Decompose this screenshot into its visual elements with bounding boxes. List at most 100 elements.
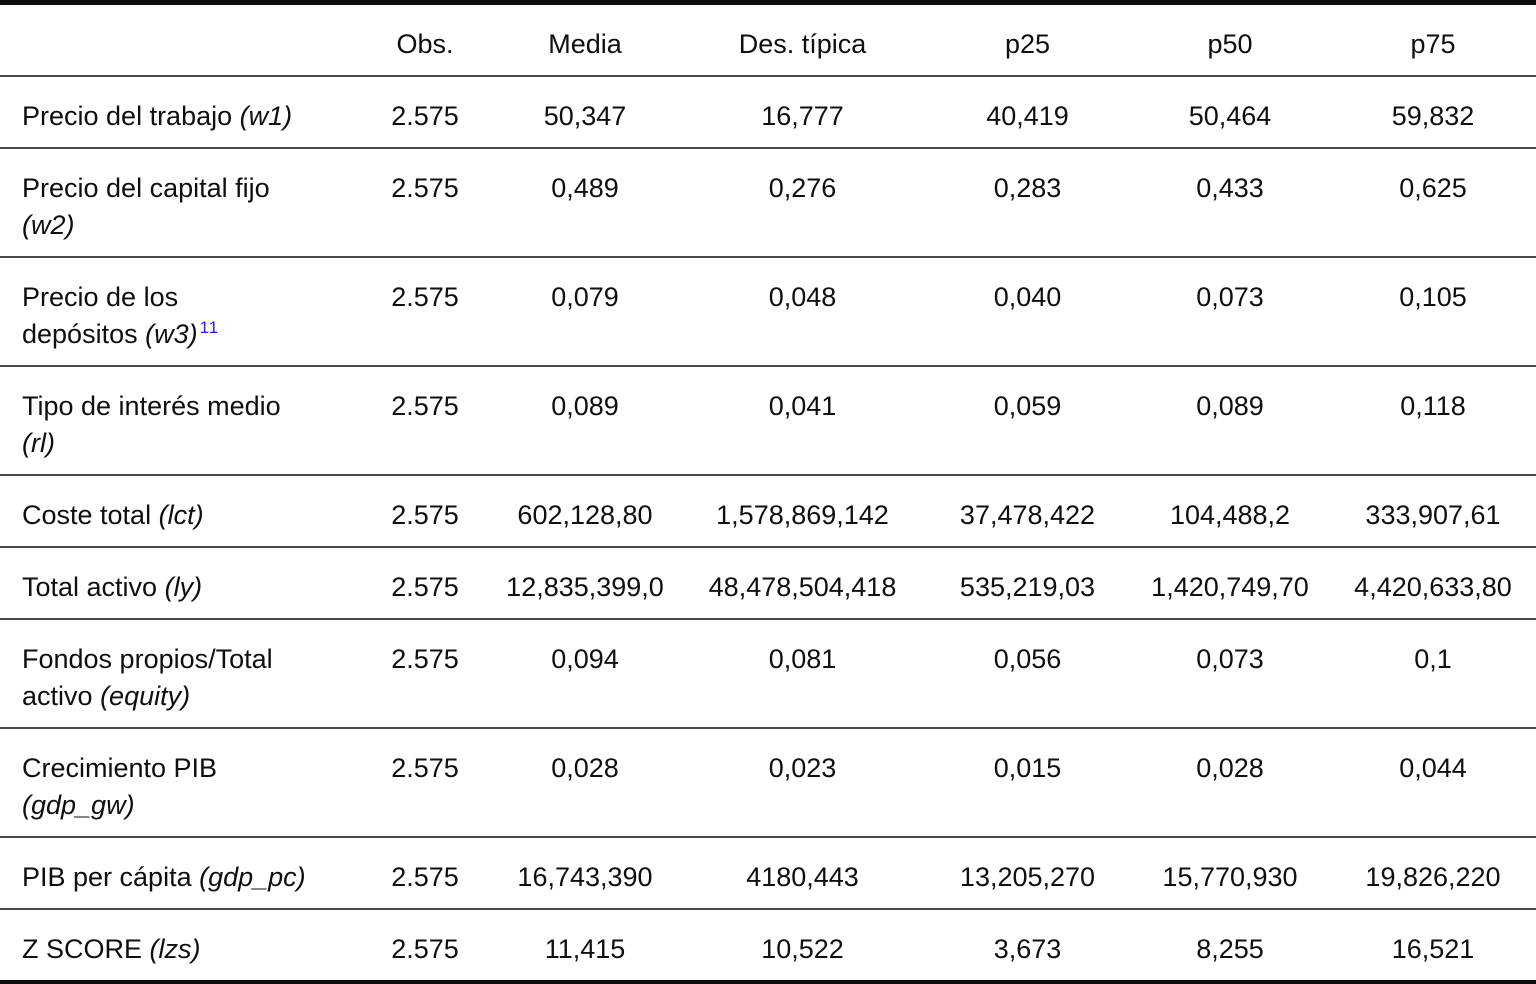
cell-p25: 0,056 (993, 644, 1062, 674)
row-variable: (equity) (100, 681, 191, 711)
row-label: Precio de los depósitos (w3) 11 (0, 257, 360, 366)
cell-p75: 4,420,633,80 (1354, 572, 1512, 602)
cell-media: 602,128,80 (517, 500, 653, 530)
cell-p25: 13,205,270 (959, 862, 1096, 892)
header-p50: p50 (1207, 29, 1253, 59)
row-variable: (w1) (239, 101, 293, 131)
row-label: Crecimiento PIB (gdp_gw) (0, 728, 360, 837)
cell-p25: 0,015 (993, 753, 1062, 783)
footnote-link[interactable]: 11 (199, 318, 220, 337)
cell-media: 12,835,399,0 (506, 572, 664, 602)
cell-p50: 1,420,749,70 (1151, 572, 1309, 602)
header-empty (0, 3, 360, 77)
cell-sd: 4180,443 (746, 862, 859, 892)
cell-media: 0,028 (551, 753, 619, 783)
cell-sd: 0,276 (768, 173, 837, 203)
cell-obs: 2.575 (391, 934, 459, 964)
cell-sd: 1,578,869,142 (716, 500, 889, 530)
row-variable: (w2) (22, 210, 75, 240)
cell-p75: 59,832 (1391, 101, 1475, 131)
cell-p75: 0,118 (1400, 391, 1466, 421)
cell-obs: 2.575 (391, 101, 459, 131)
row-label: Precio del capital fijo (w2) (0, 148, 360, 257)
table-row: Precio del trabajo (w1) 2.575 50,347 16,… (0, 76, 1536, 148)
table-row: PIB per cápita (gdp_pc) 2.575 16,743,390… (0, 837, 1536, 909)
row-variable: (rl) (22, 428, 55, 458)
row-label-text: Precio de los depósitos (22, 282, 179, 349)
header-sd: Des. típica (738, 29, 867, 59)
row-variable: (gdp_pc) (199, 862, 306, 892)
header-obs: Obs. (396, 29, 454, 59)
header-p75: p75 (1410, 29, 1456, 59)
cell-obs: 2.575 (391, 862, 459, 892)
cell-p75: 0,1 (1414, 644, 1452, 674)
cell-sd: 16,777 (761, 101, 844, 131)
cell-sd: 0,048 (768, 282, 837, 312)
row-variable: (gdp_gw) (22, 790, 135, 820)
table-row: Crecimiento PIB (gdp_gw) 2.575 0,028 0,0… (0, 728, 1536, 837)
cell-p50: 50,464 (1188, 101, 1272, 131)
row-label-text: PIB per cápita (22, 862, 192, 892)
cell-obs: 2.575 (391, 572, 459, 602)
row-variable: (lzs) (149, 934, 201, 964)
cell-sd: 0,041 (768, 391, 837, 421)
row-label: Precio del trabajo (w1) (0, 76, 360, 148)
cell-p25: 0,040 (993, 282, 1062, 312)
cell-p50: 0,073 (1196, 282, 1264, 312)
cell-obs: 2.575 (391, 753, 459, 783)
row-label: Fondos propios/Total activo (equity) (0, 619, 360, 728)
cell-p50: 0,089 (1196, 391, 1264, 421)
cell-p50: 0,028 (1196, 753, 1264, 783)
cell-media: 0,094 (551, 644, 619, 674)
cell-p50: 8,255 (1196, 934, 1264, 964)
table-row: Z SCORE (lzs) 2.575 11,415 10,522 3,673 … (0, 909, 1536, 983)
row-label: Total activo (ly) (0, 547, 360, 619)
cell-p75: 0,625 (1399, 173, 1467, 203)
row-variable: (lct) (158, 500, 204, 530)
cell-p25: 3,673 (993, 934, 1062, 964)
row-label: Coste total (lct) (0, 475, 360, 547)
row-label-text: Crecimiento PIB (22, 753, 218, 783)
row-label: Tipo de interés medio (rl) (0, 366, 360, 475)
cell-p50: 0,433 (1196, 173, 1264, 203)
header-row: Obs. Media Des. típica p25 p50 p75 (0, 3, 1536, 77)
cell-sd: 10,522 (761, 934, 844, 964)
row-label-text: Z SCORE (22, 934, 143, 964)
cell-sd: 0,081 (768, 644, 837, 674)
cell-obs: 2.575 (391, 391, 459, 421)
cell-p75: 0,105 (1399, 282, 1467, 312)
cell-sd: 0,023 (768, 753, 837, 783)
header-media: Media (548, 29, 622, 59)
cell-media: 0,089 (551, 391, 619, 421)
cell-obs: 2.575 (391, 500, 459, 530)
row-variable: (w3) (145, 319, 198, 349)
row-label-text: Coste total (22, 500, 152, 530)
cell-p50: 104,488,2 (1169, 500, 1291, 530)
cell-p75: 16,521 (1391, 934, 1475, 964)
cell-p50: 0,073 (1196, 644, 1264, 674)
cell-p75: 0,044 (1399, 753, 1467, 783)
row-label: PIB per cápita (gdp_pc) (0, 837, 360, 909)
cell-p25: 535,219,03 (959, 572, 1096, 602)
cell-media: 16,743,390 (517, 862, 653, 892)
table-row: Total activo (ly) 2.575 12,835,399,0 48,… (0, 547, 1536, 619)
cell-sd: 48,478,504,418 (708, 572, 897, 602)
table-row: Precio del capital fijo (w2) 2.575 0,489… (0, 148, 1536, 257)
cell-media: 0,489 (551, 173, 619, 203)
cell-obs: 2.575 (391, 282, 459, 312)
cell-media: 11,415 (544, 934, 626, 964)
row-label-text: Total activo (22, 572, 158, 602)
cell-p75: 333,907,61 (1365, 500, 1501, 530)
row-variable: (ly) (164, 572, 203, 602)
cell-obs: 2.575 (391, 173, 459, 203)
row-label-text: Precio del trabajo (22, 101, 233, 131)
row-label-text: Fondos propios/Total activo (22, 644, 273, 711)
cell-p25: 0,059 (993, 391, 1062, 421)
cell-obs: 2.575 (391, 644, 459, 674)
table-row: Tipo de interés medio (rl) 2.575 0,089 0… (0, 366, 1536, 475)
table-row: Fondos propios/Total activo (equity) 2.5… (0, 619, 1536, 728)
row-label: Z SCORE (lzs) (0, 909, 360, 983)
cell-p25: 40,419 (986, 101, 1069, 131)
